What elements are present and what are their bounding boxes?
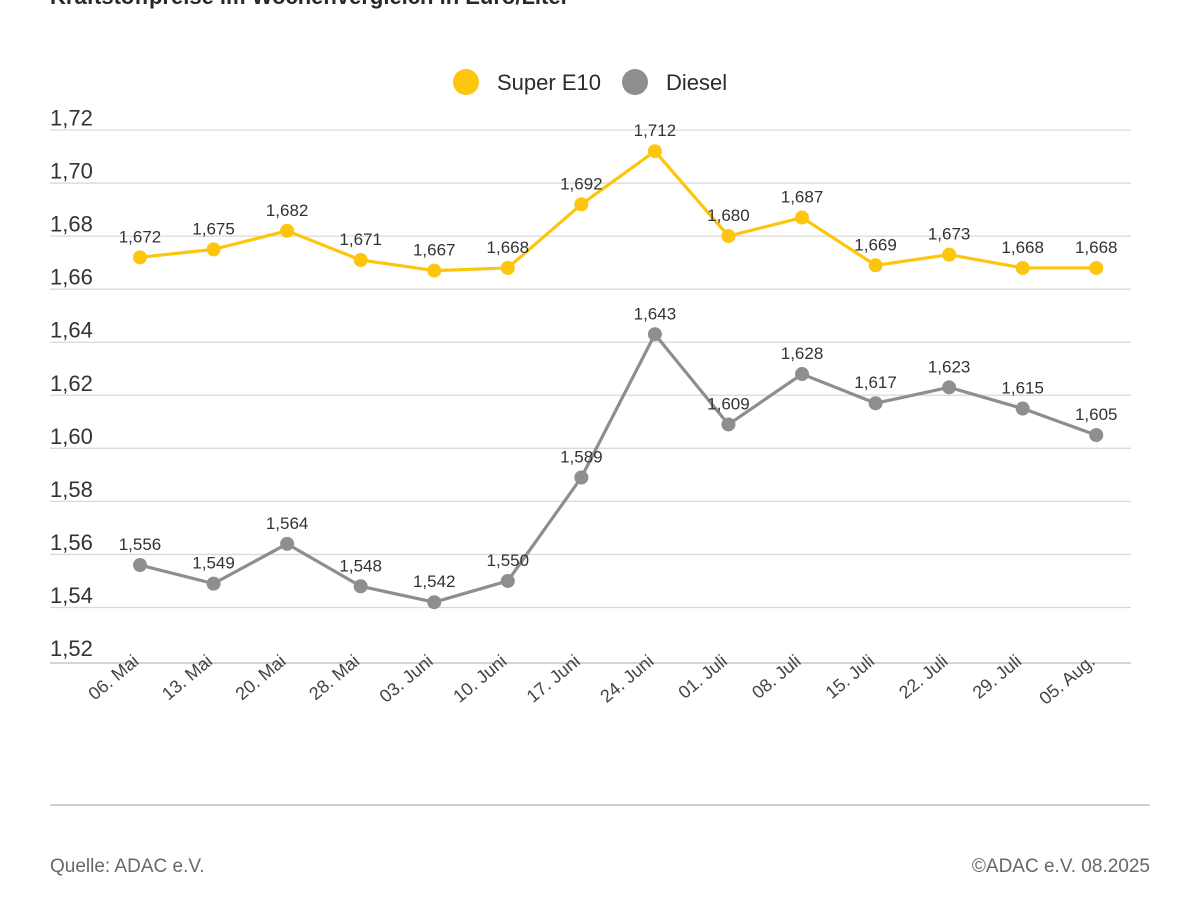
svg-text:1,549: 1,549 bbox=[192, 554, 235, 573]
svg-text:13. Mai: 13. Mai bbox=[158, 651, 216, 704]
svg-text:1,692: 1,692 bbox=[560, 174, 603, 193]
svg-text:1,671: 1,671 bbox=[339, 230, 382, 249]
svg-text:1,669: 1,669 bbox=[854, 235, 897, 254]
svg-text:1,615: 1,615 bbox=[1001, 379, 1044, 398]
svg-text:1,605: 1,605 bbox=[1075, 405, 1118, 424]
svg-text:29. Juli: 29. Juli bbox=[969, 651, 1026, 703]
svg-text:22. Juli: 22. Juli bbox=[895, 651, 952, 703]
svg-text:24. Juni: 24. Juni bbox=[596, 651, 657, 707]
svg-text:1,682: 1,682 bbox=[266, 201, 309, 220]
svg-text:1,556: 1,556 bbox=[119, 535, 162, 554]
svg-text:1,687: 1,687 bbox=[781, 188, 824, 207]
svg-text:1,668: 1,668 bbox=[487, 238, 530, 257]
svg-text:1,668: 1,668 bbox=[1001, 238, 1044, 257]
svg-text:1,58: 1,58 bbox=[50, 477, 93, 502]
svg-text:1,56: 1,56 bbox=[50, 530, 93, 555]
svg-text:1,589: 1,589 bbox=[560, 448, 603, 467]
svg-text:1,672: 1,672 bbox=[119, 227, 162, 246]
svg-text:1,675: 1,675 bbox=[192, 219, 235, 238]
svg-text:1,673: 1,673 bbox=[928, 225, 971, 244]
svg-text:1,564: 1,564 bbox=[266, 514, 309, 533]
svg-text:28. Mai: 28. Mai bbox=[305, 651, 363, 704]
svg-text:1,643: 1,643 bbox=[634, 304, 677, 323]
svg-text:1,70: 1,70 bbox=[50, 159, 93, 184]
svg-text:1,680: 1,680 bbox=[707, 206, 750, 225]
svg-text:08. Juli: 08. Juli bbox=[748, 651, 805, 703]
svg-text:10. Juni: 10. Juni bbox=[449, 651, 510, 707]
svg-text:1,542: 1,542 bbox=[413, 572, 456, 591]
svg-text:20. Mai: 20. Mai bbox=[232, 651, 290, 704]
svg-text:1,550: 1,550 bbox=[487, 551, 530, 570]
svg-text:1,54: 1,54 bbox=[50, 583, 93, 608]
svg-text:1,617: 1,617 bbox=[854, 373, 897, 392]
svg-text:1,64: 1,64 bbox=[50, 318, 93, 343]
svg-text:03. Juni: 03. Juni bbox=[376, 651, 437, 707]
svg-text:1,609: 1,609 bbox=[707, 394, 750, 413]
svg-text:1,667: 1,667 bbox=[413, 241, 456, 260]
svg-text:1,712: 1,712 bbox=[634, 121, 677, 140]
svg-text:1,68: 1,68 bbox=[50, 212, 93, 237]
svg-text:1,60: 1,60 bbox=[50, 424, 93, 449]
svg-text:05. Aug.: 05. Aug. bbox=[1035, 651, 1098, 709]
svg-text:15. Juli: 15. Juli bbox=[822, 651, 879, 703]
svg-text:1,623: 1,623 bbox=[928, 357, 971, 376]
svg-text:17. Juni: 17. Juni bbox=[523, 651, 584, 707]
svg-text:1,62: 1,62 bbox=[50, 371, 93, 396]
svg-text:1,52: 1,52 bbox=[50, 636, 93, 661]
svg-text:06. Mai: 06. Mai bbox=[84, 651, 142, 704]
svg-text:1,548: 1,548 bbox=[339, 556, 382, 575]
svg-text:1,66: 1,66 bbox=[50, 265, 93, 290]
svg-text:1,668: 1,668 bbox=[1075, 238, 1118, 257]
svg-text:1,628: 1,628 bbox=[781, 344, 824, 363]
svg-text:01. Juli: 01. Juli bbox=[674, 651, 731, 703]
svg-text:1,72: 1,72 bbox=[50, 106, 93, 131]
